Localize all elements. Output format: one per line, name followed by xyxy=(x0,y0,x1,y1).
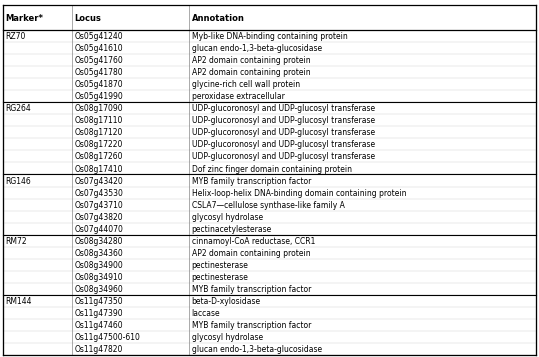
Text: Os08g17410: Os08g17410 xyxy=(74,165,123,174)
Text: Os05g41870: Os05g41870 xyxy=(74,80,123,89)
Text: laccase: laccase xyxy=(192,309,220,318)
Text: Os07g43710: Os07g43710 xyxy=(74,201,123,210)
Text: Myb-like DNA-binding containing protein: Myb-like DNA-binding containing protein xyxy=(192,32,347,41)
Text: Os07g43820: Os07g43820 xyxy=(74,213,123,222)
Text: Os08g34900: Os08g34900 xyxy=(74,261,123,270)
Text: cinnamoyl-CoA reductase, CCR1: cinnamoyl-CoA reductase, CCR1 xyxy=(192,237,315,246)
Text: UDP-glucoronosyl and UDP-glucosyl transferase: UDP-glucoronosyl and UDP-glucosyl transf… xyxy=(192,152,375,161)
Text: Os08g17090: Os08g17090 xyxy=(74,104,123,113)
Text: Helix-loop-helix DNA-binding domain containing protein: Helix-loop-helix DNA-binding domain cont… xyxy=(192,188,406,198)
Text: Marker*: Marker* xyxy=(5,14,43,23)
Text: Os08g34960: Os08g34960 xyxy=(74,285,123,294)
Text: Os05g41760: Os05g41760 xyxy=(74,56,123,65)
Text: RM144: RM144 xyxy=(5,297,31,306)
Text: UDP-glucoronosyl and UDP-glucosyl transferase: UDP-glucoronosyl and UDP-glucosyl transf… xyxy=(192,104,375,113)
Text: RM72: RM72 xyxy=(5,237,26,246)
Text: UDP-glucoronosyl and UDP-glucosyl transferase: UDP-glucoronosyl and UDP-glucosyl transf… xyxy=(192,140,375,150)
Text: Os11g47390: Os11g47390 xyxy=(74,309,123,318)
Text: glycosyl hydrolase: glycosyl hydrolase xyxy=(192,333,262,342)
Text: RZ70: RZ70 xyxy=(5,32,25,41)
Text: AP2 domain containing protein: AP2 domain containing protein xyxy=(192,56,310,65)
Text: Os08g17110: Os08g17110 xyxy=(74,116,122,125)
Text: UDP-glucoronosyl and UDP-glucosyl transferase: UDP-glucoronosyl and UDP-glucosyl transf… xyxy=(192,129,375,137)
Text: pectinacetylesterase: pectinacetylesterase xyxy=(192,225,272,234)
Text: Annotation: Annotation xyxy=(192,14,245,23)
Text: Os08g34360: Os08g34360 xyxy=(74,249,123,258)
Text: pectinesterase: pectinesterase xyxy=(192,261,248,270)
Text: Locus: Locus xyxy=(74,14,101,23)
Text: RG264: RG264 xyxy=(5,104,31,113)
Text: Os05g41780: Os05g41780 xyxy=(74,68,123,77)
Text: beta-D-xylosidase: beta-D-xylosidase xyxy=(192,297,261,306)
Text: Os11g47350: Os11g47350 xyxy=(74,297,123,306)
Text: MYB family transcription factor: MYB family transcription factor xyxy=(192,285,311,294)
Text: Os08g34280: Os08g34280 xyxy=(74,237,123,246)
Text: Os11g47500-610: Os11g47500-610 xyxy=(74,333,140,342)
Text: Os07g43420: Os07g43420 xyxy=(74,177,123,186)
Text: Dof zinc finger domain containing protein: Dof zinc finger domain containing protei… xyxy=(192,165,351,174)
Text: UDP-glucoronosyl and UDP-glucosyl transferase: UDP-glucoronosyl and UDP-glucosyl transf… xyxy=(192,116,375,125)
Text: MYB family transcription factor: MYB family transcription factor xyxy=(192,177,311,186)
Text: AP2 domain containing protein: AP2 domain containing protein xyxy=(192,68,310,77)
Text: Os05g41610: Os05g41610 xyxy=(74,44,123,53)
Text: glycine-rich cell wall protein: glycine-rich cell wall protein xyxy=(192,80,300,89)
Text: RG146: RG146 xyxy=(5,177,31,186)
Text: Os08g34910: Os08g34910 xyxy=(74,273,123,282)
Text: MYB family transcription factor: MYB family transcription factor xyxy=(192,321,311,330)
Text: glucan endo-1,3-beta-glucosidase: glucan endo-1,3-beta-glucosidase xyxy=(192,345,322,354)
Text: peroxidase extracellular: peroxidase extracellular xyxy=(192,92,285,101)
Text: Os08g17220: Os08g17220 xyxy=(74,140,122,150)
Text: Os11g47460: Os11g47460 xyxy=(74,321,123,330)
Text: Os11g47820: Os11g47820 xyxy=(74,345,122,354)
Text: AP2 domain containing protein: AP2 domain containing protein xyxy=(192,249,310,258)
Text: Os07g44070: Os07g44070 xyxy=(74,225,123,234)
Text: Os07g43530: Os07g43530 xyxy=(74,188,123,198)
Text: Os08g17120: Os08g17120 xyxy=(74,129,122,137)
Text: CSLA7—cellulose synthase-like family A: CSLA7—cellulose synthase-like family A xyxy=(192,201,344,210)
Text: Os05g41990: Os05g41990 xyxy=(74,92,123,101)
Text: Os05g41240: Os05g41240 xyxy=(74,32,123,41)
Text: glycosyl hydrolase: glycosyl hydrolase xyxy=(192,213,262,222)
Text: glucan endo-1,3-beta-glucosidase: glucan endo-1,3-beta-glucosidase xyxy=(192,44,322,53)
Text: Os08g17260: Os08g17260 xyxy=(74,152,123,161)
Text: pectinesterase: pectinesterase xyxy=(192,273,248,282)
